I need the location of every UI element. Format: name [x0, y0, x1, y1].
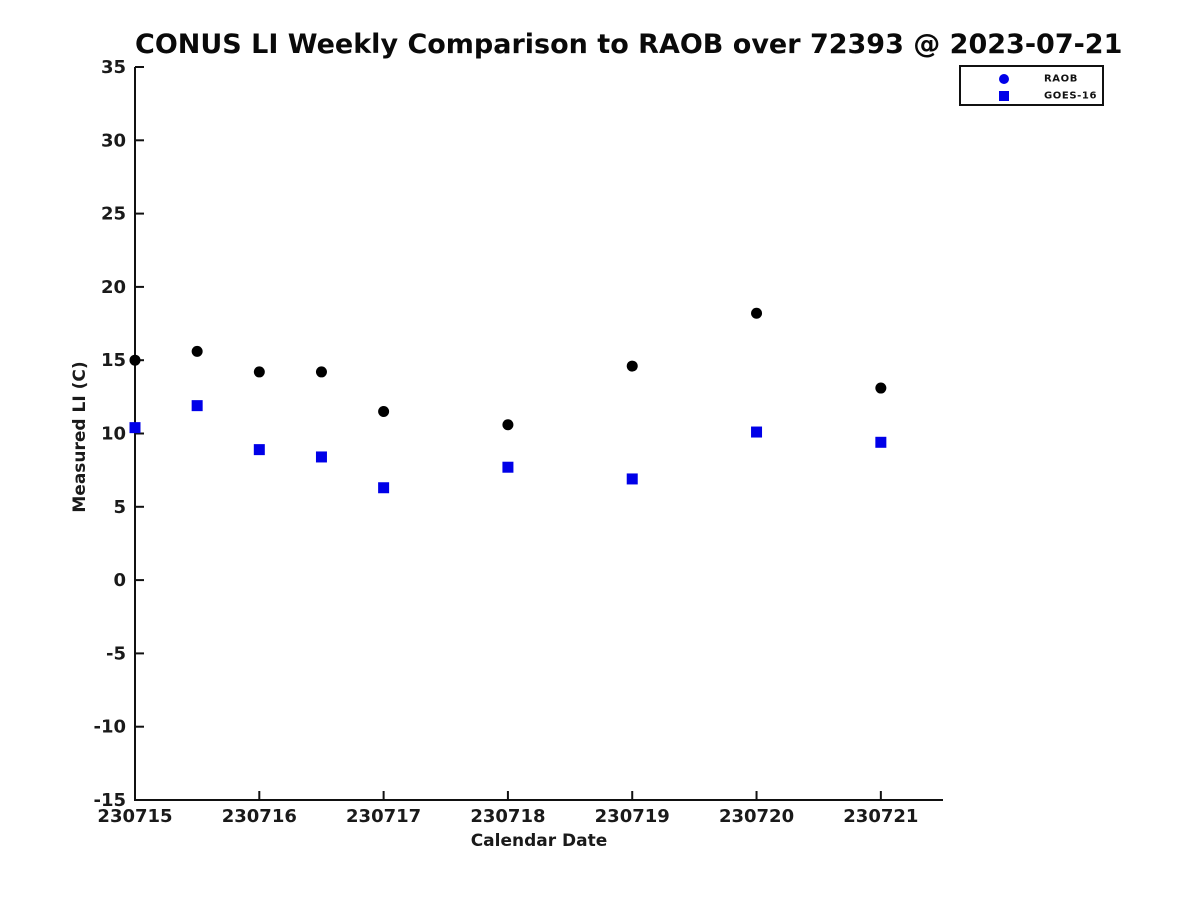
data-point-raob: [253, 366, 265, 378]
data-point-raob: [191, 345, 203, 357]
data-point-goes-16: [378, 482, 390, 494]
data-point-raob: [751, 307, 763, 319]
data-point-raob: [129, 354, 141, 366]
legend-label-goes-16: GOES-16: [1044, 90, 1098, 101]
y-tick-label: 15: [101, 350, 126, 371]
y-tick-label: -15: [93, 790, 126, 811]
data-point-goes-16: [253, 444, 265, 456]
x-tick-label: 230719: [595, 806, 670, 827]
data-point-raob: [626, 360, 638, 372]
data-point-goes-16: [129, 422, 141, 434]
data-point-raob: [315, 366, 327, 378]
y-tick-label: 10: [101, 424, 126, 445]
data-point-goes-16: [626, 473, 638, 485]
y-tick-label: -10: [93, 717, 126, 738]
x-axis-label: Calendar Date: [470, 831, 608, 851]
raob-legend-marker-icon: [999, 73, 1009, 84]
y-tick-label: 0: [113, 570, 126, 591]
y-axis-label: Measured LI (C): [70, 361, 90, 513]
data-point-goes-16: [875, 436, 887, 448]
y-tick-label: 30: [101, 130, 126, 151]
legend-item-goes-16: GOES-16: [961, 87, 1102, 104]
legend: RAOB GOES-16: [959, 65, 1104, 106]
data-point-raob: [378, 406, 390, 418]
data-point-raob: [875, 382, 887, 394]
goes-16-legend-marker-icon: [999, 90, 1009, 101]
x-tick-label: 230718: [470, 806, 545, 827]
x-tick-label: 230720: [719, 806, 794, 827]
legend-label-raob: RAOB: [1044, 73, 1078, 84]
x-tick-label: 230721: [843, 806, 918, 827]
x-tick-label: 230715: [97, 806, 172, 827]
y-tick-label: -5: [106, 643, 126, 664]
y-tick-label: 5: [113, 497, 126, 518]
data-point-raob: [502, 419, 514, 431]
data-point-goes-16: [315, 451, 327, 463]
y-tick-label: 35: [101, 57, 126, 78]
y-tick-label: 25: [101, 204, 126, 225]
legend-item-raob: RAOB: [961, 70, 1102, 87]
x-tick-label: 230716: [222, 806, 297, 827]
data-point-goes-16: [751, 426, 763, 438]
x-tick-label: 230717: [346, 806, 421, 827]
data-point-goes-16: [191, 400, 203, 412]
data-point-goes-16: [502, 461, 514, 473]
y-tick-label: 20: [101, 277, 126, 298]
